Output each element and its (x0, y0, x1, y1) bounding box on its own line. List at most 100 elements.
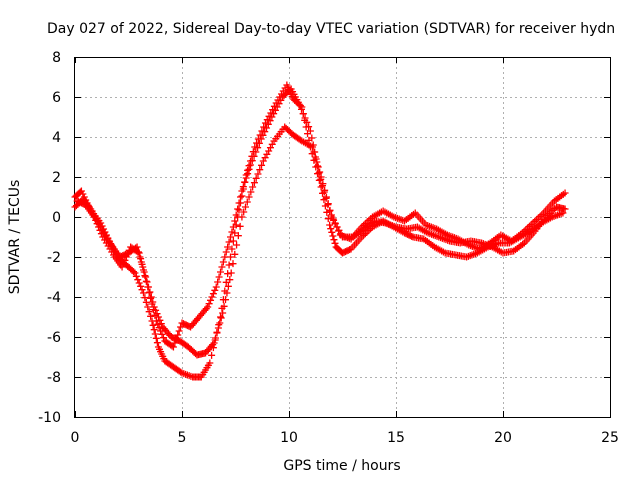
data-point (221, 253, 229, 261)
data-point (335, 227, 343, 235)
data-point (97, 230, 105, 238)
x-tick-label: 25 (601, 430, 619, 446)
data-point (301, 114, 309, 122)
data-point (227, 269, 235, 277)
data-point (138, 260, 146, 268)
y-tick-label: -4 (47, 290, 61, 306)
x-tick-label: 20 (494, 430, 512, 446)
data-point (331, 239, 339, 247)
y-tick-label: -10 (38, 410, 61, 426)
data-point (314, 162, 322, 170)
data-point (317, 175, 325, 183)
data-point (263, 124, 271, 132)
data-point (333, 223, 341, 231)
data-point (257, 135, 265, 143)
data-point (169, 343, 177, 351)
data-point (148, 300, 156, 308)
data-point (137, 282, 145, 290)
y-tick-label: -2 (47, 250, 61, 266)
data-point (222, 278, 230, 286)
data-point (225, 238, 233, 246)
data-point (143, 278, 151, 286)
data-point (206, 359, 214, 367)
x-tick-label: 5 (178, 430, 187, 446)
data-point (145, 308, 153, 316)
data-point (208, 351, 216, 359)
data-point (212, 283, 220, 291)
data-point (228, 228, 236, 236)
data-point (234, 205, 242, 213)
data-point (139, 266, 147, 274)
data-point (222, 296, 230, 304)
y-tick-label: -6 (47, 330, 61, 346)
data-point (155, 324, 163, 332)
data-point (328, 228, 336, 236)
data-point (561, 189, 569, 197)
data-point (212, 334, 220, 342)
data-point (330, 236, 338, 244)
data-point (146, 288, 154, 296)
data-point (252, 174, 260, 182)
data-point (145, 289, 153, 297)
data-point (266, 117, 274, 125)
data-point (561, 205, 569, 213)
data-point (226, 276, 234, 284)
data-point (261, 154, 269, 162)
data-point (172, 335, 180, 343)
data-point (214, 278, 222, 286)
data-point (329, 215, 337, 223)
data-point (255, 139, 263, 147)
data-point (238, 213, 246, 221)
data-point (134, 248, 142, 256)
data-point (142, 298, 150, 306)
data-point (150, 326, 158, 334)
data-point (152, 334, 160, 342)
data-point (316, 168, 324, 176)
data-point (153, 339, 161, 347)
data-point (93, 220, 101, 228)
data-point (263, 150, 271, 158)
data-point (296, 101, 304, 109)
data-point (209, 341, 217, 349)
series-trace-c (73, 85, 569, 351)
data-point (235, 199, 243, 207)
data-point (158, 330, 166, 338)
data-point (222, 248, 230, 256)
data-point (207, 296, 215, 304)
data-point (215, 273, 223, 281)
data-point (250, 152, 258, 160)
data-point (319, 182, 327, 190)
data-point (259, 157, 267, 165)
y-tick-label: -8 (47, 370, 61, 386)
data-point (261, 128, 269, 136)
data-point (313, 158, 321, 166)
data-point (227, 233, 235, 241)
data-point (151, 311, 159, 319)
data-point (235, 206, 243, 214)
data-point (156, 316, 164, 324)
data-point (134, 276, 142, 284)
data-point (314, 163, 322, 171)
data-point (90, 213, 98, 221)
data-point (229, 237, 237, 245)
x-tick-label: 15 (387, 430, 405, 446)
data-point (217, 314, 225, 322)
data-point (205, 300, 213, 308)
data-point (217, 268, 225, 276)
data-point (124, 250, 132, 258)
data-point (118, 263, 126, 271)
data-point (79, 190, 87, 198)
y-axis-label: SDTVAR / TECUs (7, 180, 23, 295)
data-point (147, 294, 155, 302)
data-point (326, 221, 334, 229)
data-point (152, 317, 160, 325)
data-point (136, 253, 144, 261)
data-point (135, 249, 143, 257)
data-point (216, 319, 224, 327)
data-point (142, 273, 150, 281)
data-point (95, 223, 103, 231)
data-point (234, 232, 242, 240)
data-point (231, 250, 239, 258)
data-point (534, 214, 542, 222)
